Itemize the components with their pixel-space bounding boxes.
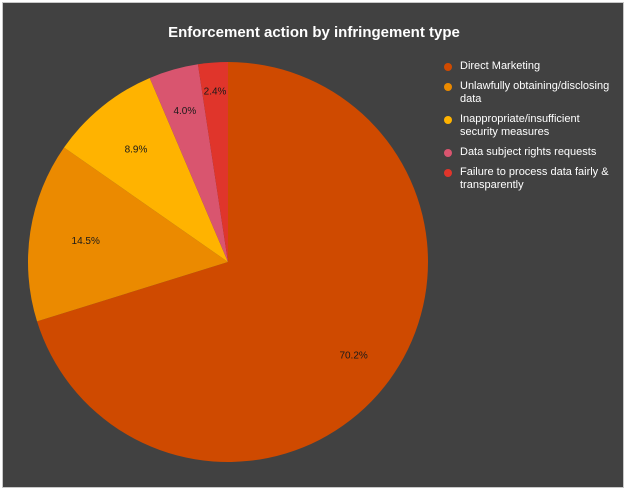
pie-slice-5[interactable] bbox=[197, 62, 228, 262]
pie-slice-label-1: 70.2% bbox=[339, 350, 367, 361]
pie-slice-label-2: 14.5% bbox=[72, 236, 100, 247]
pie-slice-label-4: 4.0% bbox=[173, 106, 196, 117]
legend-swatch bbox=[444, 83, 452, 91]
pie-slice-3[interactable] bbox=[64, 77, 228, 262]
legend-item: Failure to process data fairly & transpa… bbox=[444, 166, 620, 192]
legend-item: Unlawfully obtaining/disclosing data bbox=[444, 80, 620, 106]
legend-swatch bbox=[444, 116, 452, 124]
legend-label: Data subject rights requests bbox=[460, 146, 597, 158]
legend-swatch bbox=[444, 149, 452, 157]
pie-slice-2[interactable] bbox=[28, 147, 228, 322]
legend-label: Failure to process data fairly & transpa… bbox=[460, 166, 609, 191]
chart-legend: Direct Marketing Unlawfully obtaining/dis… bbox=[444, 60, 620, 199]
pie-slice-4[interactable] bbox=[149, 64, 228, 263]
legend-item: Direct Marketing bbox=[444, 60, 620, 73]
pie-slice-1[interactable] bbox=[37, 62, 429, 462]
legend-swatch bbox=[444, 63, 452, 71]
chart-title: Enforcement action by infringement type bbox=[168, 24, 460, 41]
legend-label: Unlawfully obtaining/disclosing data bbox=[460, 80, 610, 105]
legend-item: Inappropriate/insufficient security meas… bbox=[444, 113, 620, 139]
pie-slice-label-3: 8.9% bbox=[125, 145, 148, 156]
legend-label: Inappropriate/insufficient security meas… bbox=[460, 113, 580, 138]
legend-label: Direct Marketing bbox=[460, 60, 541, 72]
pie-slice-label-5: 2.4% bbox=[204, 86, 227, 97]
legend-item: Data subject rights requests bbox=[444, 146, 620, 159]
legend-swatch bbox=[444, 169, 452, 177]
